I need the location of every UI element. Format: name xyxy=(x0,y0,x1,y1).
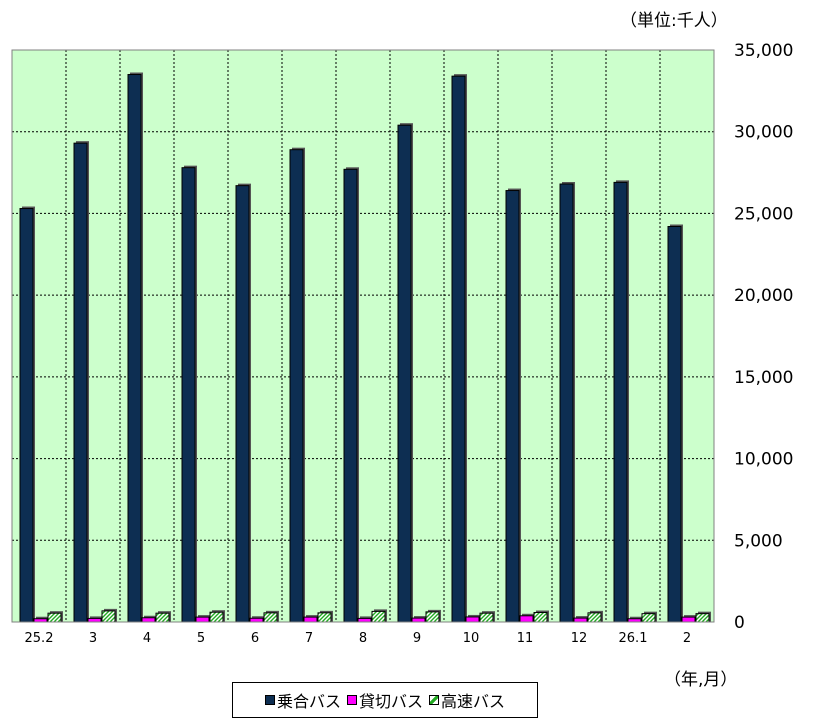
bar xyxy=(209,611,224,623)
bar-group xyxy=(667,224,711,623)
x-tick-label: 11 xyxy=(517,631,534,646)
bar xyxy=(641,613,656,623)
bar xyxy=(101,610,116,623)
y-tick-label: 0 xyxy=(734,613,745,633)
bar xyxy=(303,616,318,623)
bar-group xyxy=(181,165,225,623)
bar xyxy=(465,616,480,623)
bar xyxy=(505,190,520,623)
x-tick-label: 5 xyxy=(197,631,205,646)
x-tick-label: 26.1 xyxy=(619,631,648,646)
bar xyxy=(87,617,102,623)
bar xyxy=(235,185,250,623)
legend-swatch-series-0 xyxy=(264,695,275,705)
bar xyxy=(533,612,548,623)
x-tick-label: 6 xyxy=(251,631,259,646)
y-tick-label: 30,000 xyxy=(734,123,793,143)
bar xyxy=(667,226,682,623)
x-tick-label: 8 xyxy=(359,631,367,646)
bar-group xyxy=(559,182,603,623)
bar xyxy=(181,167,196,623)
bar xyxy=(425,611,440,623)
legend: 乗合バス 貸切バス 高速バス xyxy=(232,682,538,718)
bar xyxy=(695,613,710,623)
bar xyxy=(47,612,62,623)
legend-label-series-1: 貸切バス xyxy=(358,692,423,711)
bar-group xyxy=(343,167,387,623)
bar xyxy=(573,617,588,623)
bar xyxy=(411,617,426,623)
bar xyxy=(127,74,142,623)
bar xyxy=(141,617,156,623)
bar-group xyxy=(505,188,549,623)
bar xyxy=(451,75,466,623)
x-tick-label: 25.2 xyxy=(25,631,54,646)
y-tick-label: 10,000 xyxy=(734,450,793,470)
bar xyxy=(357,617,372,623)
legend-label-series-0: 乗合バス xyxy=(276,692,341,711)
unit-label: （単位:千人） xyxy=(620,11,728,31)
bar xyxy=(263,612,278,623)
legend-item-series-0: 乗合バス xyxy=(264,688,341,712)
bar xyxy=(613,181,628,623)
bar-group xyxy=(613,180,657,623)
bar xyxy=(519,615,534,623)
bar-group xyxy=(451,74,495,623)
x-tick-label: 12 xyxy=(571,631,588,646)
bar xyxy=(479,612,494,623)
legend-item-series-2: 高速バス xyxy=(429,688,505,712)
plot-area xyxy=(12,50,714,622)
bar xyxy=(317,612,332,623)
legend-swatch-series-2 xyxy=(429,695,439,705)
x-axis-ticks: 25.2 3 4 5 6 7 8 9 10 11 12 26.1 2 xyxy=(25,631,692,646)
bar-group xyxy=(289,147,333,623)
x-tick-label: 4 xyxy=(143,631,151,646)
x-axis-unit-label: （年,月） xyxy=(664,670,738,690)
bar-group xyxy=(127,72,171,623)
bar-group xyxy=(397,123,441,623)
x-tick-label: 2 xyxy=(683,631,691,646)
bar xyxy=(195,616,210,623)
plot-border xyxy=(11,49,715,623)
x-tick-label: 10 xyxy=(463,631,480,646)
bar xyxy=(587,612,602,623)
y-axis-ticks: 0 5,000 10,000 15,000 20,000 25,000 30,000 35,0… xyxy=(734,41,793,633)
y-tick-label: 35,000 xyxy=(734,41,793,61)
bar-groups xyxy=(19,72,711,623)
legend-label-series-2: 高速バス xyxy=(441,692,506,711)
bar xyxy=(73,142,88,623)
bar xyxy=(289,149,304,623)
bar xyxy=(681,616,696,623)
legend-swatch-series-1 xyxy=(346,695,357,705)
x-tick-label: 3 xyxy=(89,631,97,646)
y-tick-label: 5,000 xyxy=(734,531,783,551)
x-tick-label: 9 xyxy=(413,631,421,646)
bar-group xyxy=(235,183,279,623)
bar xyxy=(397,124,412,623)
bar xyxy=(155,612,170,623)
bar xyxy=(249,617,264,623)
bar xyxy=(343,168,358,623)
x-tick-label: 7 xyxy=(305,631,313,646)
legend-item-series-1: 貸切バス xyxy=(346,688,423,712)
bar xyxy=(559,183,574,623)
y-tick-label: 20,000 xyxy=(734,286,793,306)
y-tick-label: 15,000 xyxy=(734,368,793,388)
bar-group xyxy=(73,141,117,623)
bar xyxy=(371,610,386,623)
bar xyxy=(19,208,34,623)
y-tick-label: 25,000 xyxy=(734,204,793,224)
